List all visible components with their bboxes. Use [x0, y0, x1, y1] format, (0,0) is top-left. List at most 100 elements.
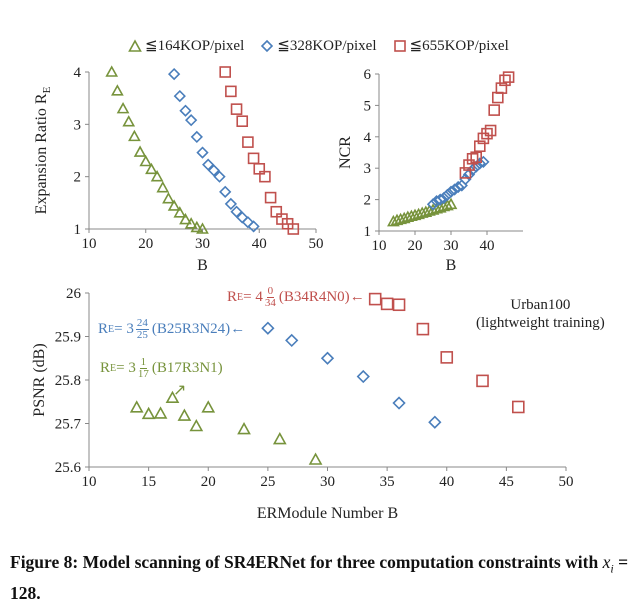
panel-1: 10 20 30 40 1 2 3 4 5 6 B NCR — [337, 67, 523, 274]
ann-r: R — [227, 289, 238, 305]
ann-r: R — [98, 321, 109, 337]
x-axis-label: B — [446, 257, 457, 274]
data-point-triangle — [190, 220, 204, 233]
data-point-triangle — [116, 101, 130, 114]
y-tick-label: 4 — [74, 65, 82, 81]
data-point-square — [247, 152, 260, 165]
ann-sub: E — [237, 292, 244, 303]
data-point-triangle — [397, 211, 411, 224]
data-point-diamond — [444, 185, 458, 198]
arrow-left-icon: ← — [230, 321, 246, 337]
data-point-triangle — [441, 198, 454, 211]
data-point-square — [502, 71, 515, 83]
y-tick-label: 2 — [364, 193, 372, 209]
x-axis-label: ERModule Number B — [257, 505, 398, 522]
data-point-triangle — [444, 197, 458, 210]
data-point-diamond — [173, 89, 186, 103]
data-point-triangle — [415, 206, 429, 218]
triangle-marker-icon — [128, 38, 142, 52]
numerator: 1 — [139, 356, 148, 369]
data-point-diamond — [452, 180, 465, 194]
data-point-triangle — [189, 418, 204, 432]
data-point-triangle — [153, 406, 168, 419]
x-tick-label: 20 — [408, 238, 423, 254]
ann-r: R — [100, 360, 111, 376]
y-tick-label: 3 — [364, 161, 372, 177]
data-point-triangle — [167, 199, 181, 211]
denominator: 25 — [136, 329, 148, 341]
data-point-triangle — [201, 400, 216, 413]
caption-text: Figure 8: Model scanning of SR4ERNet for… — [10, 552, 603, 572]
data-point-diamond — [320, 351, 335, 365]
legend-item-164: ≦164KOP/pixel — [128, 36, 244, 55]
x-tick-label: 30 — [444, 238, 459, 254]
x-tick-label: 40 — [252, 236, 267, 252]
data-point-triangle — [173, 206, 187, 218]
data-point-triangle — [145, 162, 158, 175]
data-point-square — [473, 140, 486, 153]
data-point-diamond — [392, 396, 406, 410]
data-point-triangle — [408, 208, 422, 221]
data-point-triangle — [433, 201, 447, 213]
data-point-diamond — [179, 104, 192, 117]
data-point-diamond — [434, 193, 447, 206]
data-point-triangle — [179, 212, 192, 225]
data-point-diamond — [185, 114, 198, 127]
data-point-diamond — [230, 205, 243, 218]
x-tick-label: 20 — [201, 474, 216, 490]
y-tick-label: 2 — [74, 170, 82, 186]
fraction: 1 17 — [138, 357, 149, 380]
data-point-diamond — [462, 168, 476, 181]
x-tick-label: 30 — [195, 236, 210, 252]
data-point-square — [219, 66, 231, 78]
data-point-diamond — [448, 183, 461, 196]
data-point-diamond — [285, 333, 299, 348]
data-point-triangle — [419, 205, 433, 217]
caption-tail: = 128. — [10, 552, 629, 603]
data-point-triangle — [423, 204, 436, 216]
legend-label: ≦164KOP/pixel — [145, 38, 245, 54]
x-tick-label: 50 — [309, 236, 324, 252]
data-point-triangle — [129, 400, 144, 413]
x-tick-label: 15 — [141, 474, 156, 490]
data-point-triangle — [122, 115, 136, 127]
data-point-triangle — [139, 154, 153, 167]
data-point-square — [476, 374, 489, 388]
y-tick-label: 26 — [66, 286, 82, 302]
data-point-square — [499, 74, 511, 87]
data-point-diamond — [261, 321, 275, 335]
data-point-square — [440, 351, 454, 364]
data-point-square — [368, 292, 382, 306]
x-tick-label: 45 — [499, 474, 514, 490]
data-point-square — [491, 91, 504, 104]
y-tick-label: 6 — [364, 67, 372, 83]
data-point-triangle — [412, 207, 425, 220]
y-tick-label: 25.8 — [55, 373, 81, 389]
data-point-square — [264, 191, 277, 204]
dataset-setting: (lightweight training) — [476, 315, 605, 331]
y-tick-label: 1 — [364, 224, 372, 240]
dataset-note: Urban100 (lightweight training) — [476, 296, 605, 332]
data-point-triangle — [405, 209, 418, 222]
data-point-diamond — [441, 188, 454, 202]
data-point-triangle — [437, 199, 451, 212]
ann-eq: = 3 — [116, 360, 136, 376]
ann-config: (B34R4N0) — [278, 289, 350, 305]
y-tick-label: 1 — [74, 222, 82, 238]
data-point-square — [287, 223, 300, 235]
x-tick-label: 30 — [320, 474, 335, 490]
x-tick-label: 40 — [480, 238, 495, 254]
ann-eq: = 4 — [243, 289, 263, 305]
data-point-square — [470, 151, 483, 164]
legend-item-328: ≦328KOP/pixel — [260, 36, 377, 55]
y-axis-label: Expansion Ratio RE — [33, 86, 53, 214]
x-tick-label: 10 — [82, 236, 97, 252]
data-point-square — [242, 136, 254, 148]
ann-config: (B17R3N1) — [151, 360, 223, 376]
panel-2: 10 15 20 25 30 35 40 45 5025.625.725.825.926ERMo… — [31, 286, 574, 522]
y-axis-label: NCR — [337, 136, 354, 169]
y-tick-label: 4 — [364, 130, 372, 146]
y-tick-label: 25.6 — [55, 460, 82, 476]
